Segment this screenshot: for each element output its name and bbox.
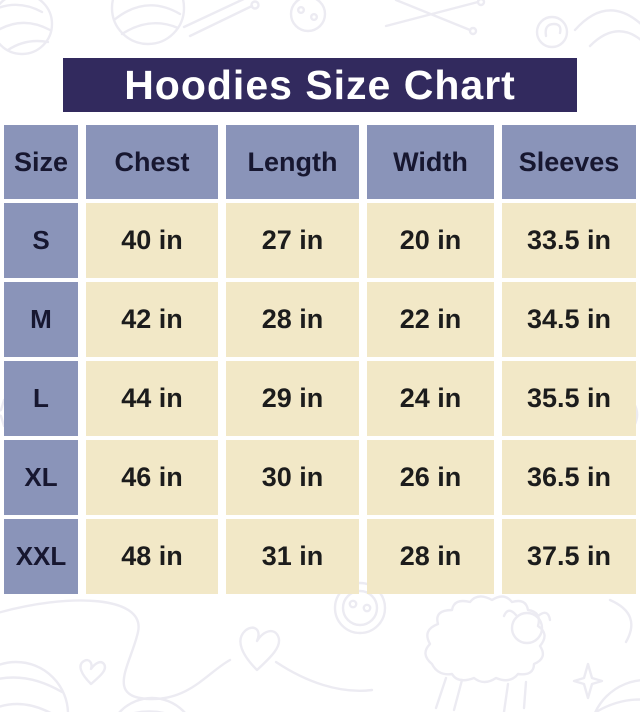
yarn-squiggle-heart-icon bbox=[0, 599, 374, 701]
cell-l-length: 29 in bbox=[226, 361, 359, 436]
column-header-sleeves: Sleeves bbox=[502, 125, 636, 199]
yarn-curve-icon bbox=[608, 598, 633, 644]
yarn-ball-icon bbox=[0, 660, 70, 712]
column-header-width: Width bbox=[367, 125, 494, 199]
cell-xl-chest: 46 in bbox=[86, 440, 218, 515]
row-header-xl: XL bbox=[4, 440, 78, 515]
yarn-ball-icon bbox=[594, 679, 640, 712]
yarn-ball-icon bbox=[0, 0, 54, 56]
cell-l-sleeves: 35.5 in bbox=[502, 361, 636, 436]
cell-xxl-sleeves: 37.5 in bbox=[502, 519, 636, 594]
column-header-chest: Chest bbox=[86, 125, 218, 199]
button-icon bbox=[333, 581, 387, 635]
cell-xxl-chest: 48 in bbox=[86, 519, 218, 594]
yarn-curve-icon bbox=[573, 9, 640, 48]
row-header-s: S bbox=[4, 203, 78, 278]
cell-s-chest: 40 in bbox=[86, 203, 218, 278]
cell-m-chest: 42 in bbox=[86, 282, 218, 357]
cell-s-width: 20 in bbox=[367, 203, 494, 278]
cell-xl-width: 26 in bbox=[367, 440, 494, 515]
cell-m-sleeves: 34.5 in bbox=[502, 282, 636, 357]
button-icon bbox=[289, 0, 327, 33]
sparkle-icon bbox=[572, 662, 604, 700]
cell-xxl-length: 31 in bbox=[226, 519, 359, 594]
cell-m-width: 22 in bbox=[367, 282, 494, 357]
cell-xxl-width: 28 in bbox=[367, 519, 494, 594]
cell-m-length: 28 in bbox=[226, 282, 359, 357]
column-header-size: Size bbox=[4, 125, 78, 199]
sheep-icon bbox=[424, 595, 552, 712]
cell-l-width: 24 in bbox=[367, 361, 494, 436]
cell-xl-sleeves: 36.5 in bbox=[502, 440, 636, 515]
page-title: Hoodies Size Chart bbox=[124, 61, 516, 108]
size-chart-table: Size Chest Length Width Sleeves S 40 in … bbox=[4, 125, 636, 594]
cell-s-sleeves: 33.5 in bbox=[502, 203, 636, 278]
row-header-l: L bbox=[4, 361, 78, 436]
cell-l-chest: 44 in bbox=[86, 361, 218, 436]
cell-xl-length: 30 in bbox=[226, 440, 359, 515]
heart-icon bbox=[79, 658, 107, 686]
yarn-ball-icon bbox=[110, 0, 186, 46]
knitting-needle-icon bbox=[182, 0, 260, 38]
title-bar: Hoodies Size Chart bbox=[63, 58, 577, 112]
cell-s-length: 27 in bbox=[226, 203, 359, 278]
spiral-icon bbox=[535, 15, 569, 49]
column-header-length: Length bbox=[226, 125, 359, 199]
row-header-xxl: XXL bbox=[4, 519, 78, 594]
row-header-m: M bbox=[4, 282, 78, 357]
knitting-needles-icon bbox=[384, 0, 486, 36]
